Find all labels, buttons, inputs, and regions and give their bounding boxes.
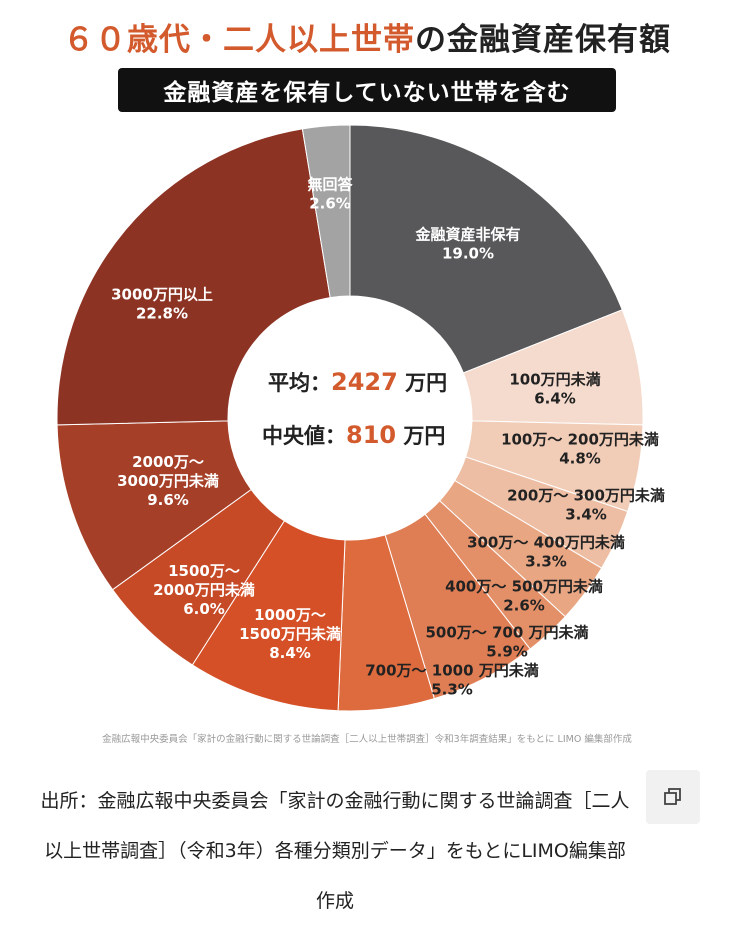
title-rest: の金融資産保有額: [415, 22, 671, 58]
slice-12: [56, 128, 331, 426]
median-line: 中央値：810 万円: [262, 420, 445, 450]
slice-label-2: 100万円未満 6.4%: [509, 371, 600, 408]
chart-title: ６０歳代・二人以上世帯の金融資産保有額: [0, 14, 734, 59]
average-label: 平均：: [268, 371, 331, 395]
slice-label-10: 1500万～ 2000万円未満 6.0%: [153, 562, 255, 618]
subtitle-text: 金融資産を保有していない世帯を含む: [163, 80, 571, 106]
slice-label-4: 200万～ 300万円未満 3.4%: [507, 487, 665, 524]
slice-1: [349, 124, 623, 374]
slice-label-3: 100万～ 200万円未満 4.8%: [501, 431, 659, 468]
slice-label-1: 金融資産非保有 19.0%: [414, 226, 520, 263]
slice-label-6: 400万～ 500万円未満 2.6%: [445, 578, 603, 615]
copy-icon: [664, 788, 681, 805]
subtitle-box: 金融資産を保有していない世帯を含む: [118, 68, 616, 112]
slice-label-13: 無回答 2.6%: [307, 176, 353, 213]
slice-label-9: 1000万～ 1500万円未満 8.4%: [239, 606, 341, 662]
donut-chart: 金融資産非保有 19.0% 100万円未満 6.4% 100万～ 200万円未満 4.8%…: [56, 124, 665, 712]
source-caption: 出所：金融広報中央委員会「家計の金融行動に関する世論調査［二人以上世帯調査］（令…: [40, 790, 630, 912]
median-label: 中央値：: [262, 424, 346, 448]
median-value: 810: [346, 421, 397, 449]
source-caption-small: 金融広報中央委員会「家計の金融行動に関する世論調査［二人以上世帯調査］令和3年調…: [102, 734, 632, 745]
slice-13: [301, 124, 351, 299]
slice-label-5: 300万～ 400万円未満 3.3%: [467, 534, 625, 571]
slice-label-11: 2000万～ 3000万円未満 9.6%: [117, 453, 219, 509]
slice-label-7: 500万～ 700 万円未満 5.9%: [425, 624, 588, 661]
slice-label-12: 3000万円以上 22.8%: [111, 286, 213, 323]
average-line: 平均：2427 万円: [268, 367, 447, 397]
average-unit: 万円: [405, 371, 448, 395]
slice-label-8: 700万～ 1000 万円未満 5.3%: [365, 662, 539, 699]
title-accent: ６０歳代・二人以上世帯: [63, 22, 415, 58]
median-unit: 万円: [403, 424, 446, 448]
slice-11: [56, 420, 252, 591]
average-value: 2427: [331, 368, 398, 396]
copy-button[interactable]: [646, 770, 700, 824]
